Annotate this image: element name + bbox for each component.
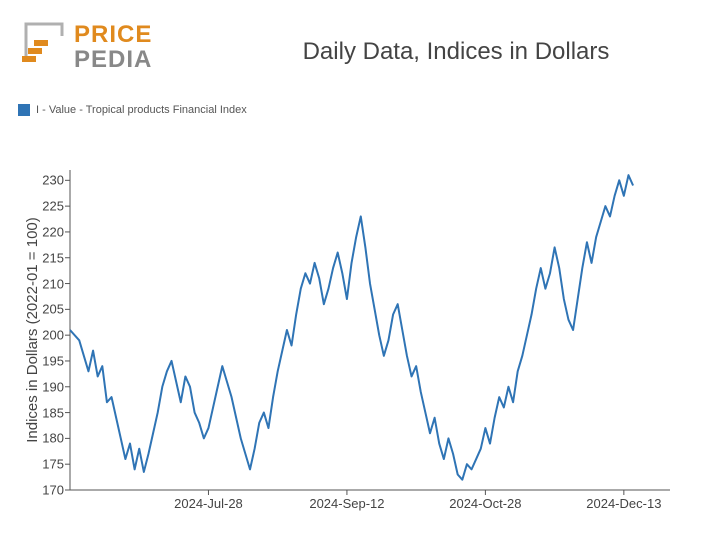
x-tick-label: 2024-Oct-28 bbox=[449, 496, 521, 511]
pricepedia-logo-mark-icon bbox=[18, 20, 68, 74]
y-tick-label: 180 bbox=[42, 431, 64, 446]
y-axis-label: Indices in Dollars (2022-01 = 100) bbox=[24, 170, 41, 490]
x-tick-label: 2024-Dec-13 bbox=[586, 496, 661, 511]
logo-text-line2: PEDIA bbox=[74, 47, 152, 72]
y-tick-label: 170 bbox=[42, 483, 64, 498]
chart-title: Daily Data, Indices in Dollars bbox=[218, 38, 694, 66]
legend-label: I - Value - Tropical products Financial … bbox=[36, 104, 247, 116]
y-tick-label: 190 bbox=[42, 379, 64, 394]
series-line bbox=[70, 175, 633, 480]
y-tick-label: 230 bbox=[42, 173, 64, 188]
y-tick-label: 225 bbox=[42, 199, 64, 214]
x-tick-label: 2024-Sep-12 bbox=[309, 496, 384, 511]
y-tick-label: 175 bbox=[42, 457, 64, 472]
y-tick-label: 185 bbox=[42, 405, 64, 420]
y-tick-label: 215 bbox=[42, 250, 64, 265]
y-tick-label: 210 bbox=[42, 276, 64, 291]
legend: I - Value - Tropical products Financial … bbox=[18, 104, 247, 116]
pricepedia-logo: PRICE PEDIA bbox=[18, 20, 152, 74]
y-tick-label: 220 bbox=[42, 224, 64, 239]
legend-swatch bbox=[18, 104, 30, 116]
y-tick-label: 205 bbox=[42, 302, 64, 317]
line-chart-svg bbox=[70, 170, 670, 490]
x-tick-label: 2024-Jul-28 bbox=[174, 496, 243, 511]
logo-text-line1: PRICE bbox=[74, 22, 152, 47]
y-tick-label: 200 bbox=[42, 328, 64, 343]
y-tick-label: 195 bbox=[42, 353, 64, 368]
chart-plot-area: 1701751801851901952002052102152202252302… bbox=[70, 170, 670, 490]
